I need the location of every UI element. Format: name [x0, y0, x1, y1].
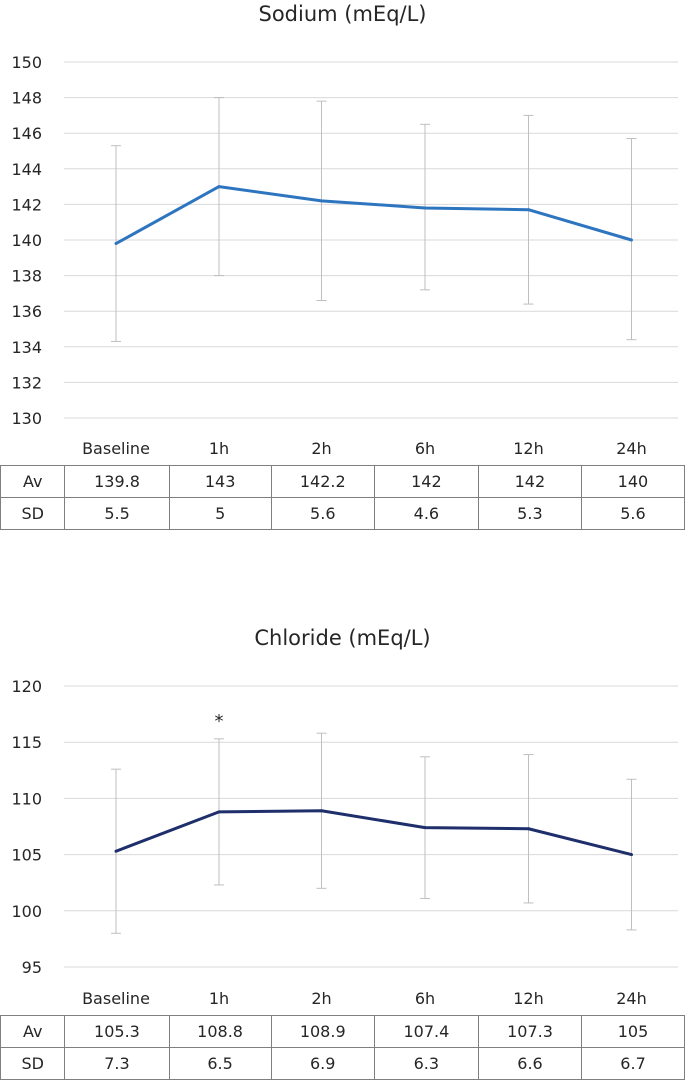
chloride-plot: 95 100 105 110 115 120 * Baseline 1h 2h 6h 12h 24h — [11, 677, 678, 1008]
sodium-data-table: Av 139.8 143 142.2 142 142 140 SD 5.5 5 5.6 4.6 5.3 5… — [0, 465, 685, 530]
table-cell: 5.3 — [477, 497, 582, 530]
y-tick-label: 134 — [11, 338, 42, 357]
y-tick-label: 105 — [11, 846, 42, 865]
x-tick-label: 12h — [513, 439, 544, 458]
data-point — [217, 185, 221, 189]
table-cell: 108.8 — [168, 1015, 272, 1048]
data-point — [114, 849, 118, 853]
y-tick-label: 144 — [11, 160, 42, 179]
table-cell: 5.5 — [64, 497, 170, 530]
data-point — [320, 809, 323, 813]
table-row: Av 139.8 143 142.2 142 142 140 — [0, 465, 685, 498]
table-row: SD 7.3 6.5 6.9 6.3 6.6 6.7 — [0, 1047, 685, 1080]
x-tick-label: 12h — [513, 989, 544, 1008]
table-cell: 6.6 — [477, 1047, 583, 1080]
x-tick-label: 6h — [415, 989, 435, 1008]
y-tick-label: 138 — [11, 267, 42, 286]
y-tick-label: 136 — [11, 302, 42, 321]
row-label: Av — [0, 1015, 66, 1048]
x-tick-label: 24h — [616, 439, 647, 458]
data-point — [423, 826, 427, 830]
x-tick-label: 6h — [415, 439, 435, 458]
sodium-plot: 130 132 134 136 138 140 142 144 146 148 150 Baselin… — [11, 53, 678, 458]
series-line — [115, 185, 632, 245]
y-tick-label: 150 — [11, 53, 42, 72]
y-tick-label: 110 — [11, 789, 42, 808]
x-tick-label: 1h — [209, 989, 229, 1008]
table-cell: 7.3 — [64, 1047, 170, 1080]
table-cell: 6.7 — [581, 1047, 685, 1080]
table-cell: 142.2 — [270, 465, 375, 498]
data-point — [527, 208, 530, 212]
table-row: SD 5.5 5 5.6 4.6 5.3 5.6 — [0, 497, 685, 530]
y-tick-label: 148 — [11, 89, 42, 108]
y-tick-label: 140 — [11, 231, 42, 250]
data-point — [114, 242, 118, 246]
table-cell: 105 — [581, 1015, 685, 1048]
table-cell: 6.3 — [373, 1047, 479, 1080]
y-tick-label: 146 — [11, 124, 42, 143]
chloride-data-table: Av 105.3 108.8 108.9 107.4 107.3 105 SD 7.3 6.5 6.… — [0, 1015, 685, 1080]
data-point — [217, 810, 221, 814]
y-tick-label: 120 — [11, 677, 42, 696]
table-row: Av 105.3 108.8 108.9 107.4 107.3 105 — [0, 1015, 685, 1048]
x-tick-label: Baseline — [82, 989, 150, 1008]
table-cell: 108.9 — [270, 1015, 375, 1048]
data-point — [527, 827, 530, 831]
data-point — [423, 206, 427, 210]
y-tick-label: 130 — [11, 409, 42, 428]
data-point — [320, 199, 323, 203]
data-point — [630, 853, 633, 857]
table-cell: 142 — [477, 465, 582, 498]
table-cell: 6.9 — [270, 1047, 375, 1080]
table-cell: 140 — [580, 465, 685, 498]
x-tick-label: Baseline — [82, 439, 150, 458]
annotation-asterisk: * — [215, 711, 224, 732]
x-tick-label: 24h — [616, 989, 647, 1008]
table-cell: 5.6 — [580, 497, 685, 530]
table-cell: 142 — [373, 465, 479, 498]
table-cell: 5 — [168, 497, 272, 530]
chart-title: Chloride (mEq/L) — [254, 626, 431, 650]
y-tick-label: 95 — [22, 958, 42, 977]
table-cell: 4.6 — [373, 497, 479, 530]
table-cell: 143 — [168, 465, 272, 498]
chloride-chart: Chloride (mEq/L) 95 100 105 110 115 120 * Basel… — [0, 620, 685, 1081]
series-line — [115, 809, 632, 857]
x-tick-label: 2h — [311, 989, 331, 1008]
data-point — [630, 238, 633, 242]
row-label: SD — [0, 1047, 66, 1080]
table-cell: 107.4 — [373, 1015, 479, 1048]
chart-title: Sodium (mEq/L) — [258, 2, 427, 26]
y-tick-label: 100 — [11, 902, 42, 921]
table-cell: 107.3 — [477, 1015, 583, 1048]
sodium-chart: Sodium (mEq/L) 130 132 134 136 138 140 142 144 1… — [0, 0, 685, 540]
x-tick-label: 1h — [209, 439, 229, 458]
table-cell: 139.8 — [64, 465, 170, 498]
y-tick-label: 142 — [11, 195, 42, 214]
row-label: SD — [0, 497, 66, 530]
table-cell: 6.5 — [168, 1047, 272, 1080]
row-label: Av — [0, 465, 66, 498]
x-tick-label: 2h — [311, 439, 331, 458]
y-tick-label: 132 — [11, 373, 42, 392]
table-cell: 5.6 — [270, 497, 375, 530]
table-cell: 105.3 — [64, 1015, 170, 1048]
y-tick-label: 115 — [11, 733, 42, 752]
